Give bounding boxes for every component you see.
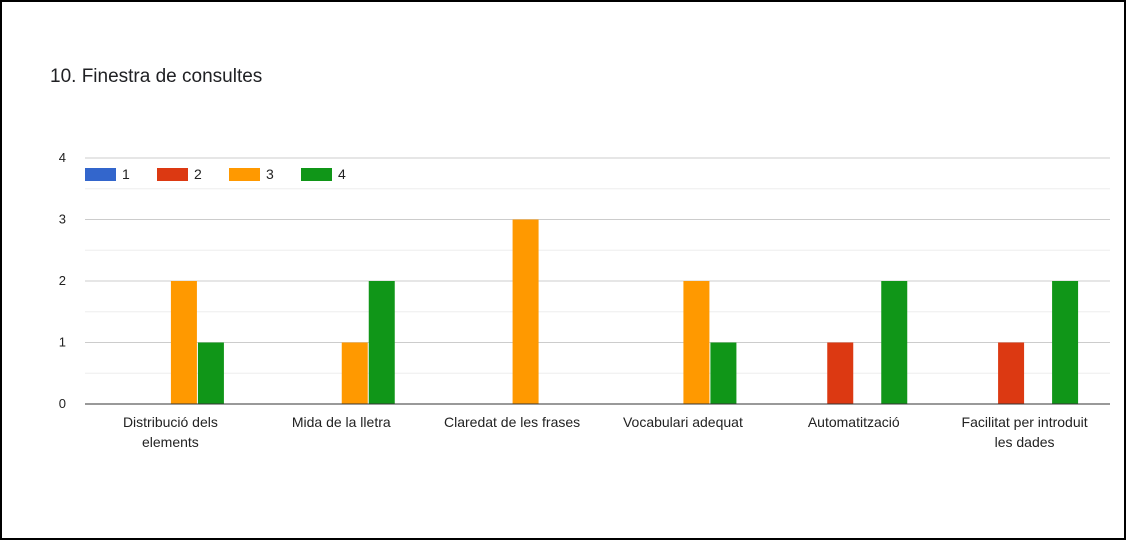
legend-swatch-4	[301, 168, 332, 181]
bar-series-4	[197, 342, 224, 404]
bar-series-4	[881, 281, 908, 404]
y-tick-label: 4	[59, 150, 66, 165]
bar-series-3	[683, 281, 710, 404]
x-tick-label: Claredat de les frases	[444, 414, 580, 430]
x-tick-label: Automatització	[808, 414, 900, 430]
legend: 1 2 3 4	[85, 166, 346, 182]
x-tick-label: les dades	[995, 434, 1055, 450]
legend-swatch-1	[85, 168, 116, 181]
x-tick-label: Facilitat per introduit	[962, 414, 1088, 430]
legend-swatch-3	[229, 168, 260, 181]
bar-series-2	[827, 342, 854, 404]
x-tick-label: Distribució dels	[123, 414, 218, 430]
y-tick-label: 2	[59, 273, 66, 288]
x-tick-label: Vocabulari adequat	[623, 414, 743, 430]
legend-label: 2	[194, 166, 202, 182]
x-tick-label: Mida de la lletra	[292, 414, 391, 430]
bar-series-2	[998, 342, 1025, 404]
bar-series-4	[368, 281, 395, 404]
bar-series-3	[341, 342, 368, 404]
legend-label: 4	[338, 166, 346, 182]
y-tick-label: 0	[59, 396, 66, 411]
axes: 0 1 2 3 4 Distribució dels elements Mida de la …	[59, 150, 1110, 450]
legend-label: 1	[122, 166, 130, 182]
bar-series-4	[710, 342, 737, 404]
bar-series-4	[1052, 281, 1079, 404]
legend-label: 3	[266, 166, 274, 182]
bar-series-3	[512, 219, 539, 404]
legend-swatch-2	[157, 168, 188, 181]
gridlines	[85, 157, 1110, 374]
x-tick-label: elements	[142, 434, 199, 450]
y-tick-label: 1	[59, 335, 66, 350]
bars	[170, 219, 1079, 404]
bar-series-3	[170, 281, 197, 404]
chart-title: 10. Finestra de consultes	[50, 66, 263, 87]
y-tick-label: 3	[59, 212, 66, 227]
